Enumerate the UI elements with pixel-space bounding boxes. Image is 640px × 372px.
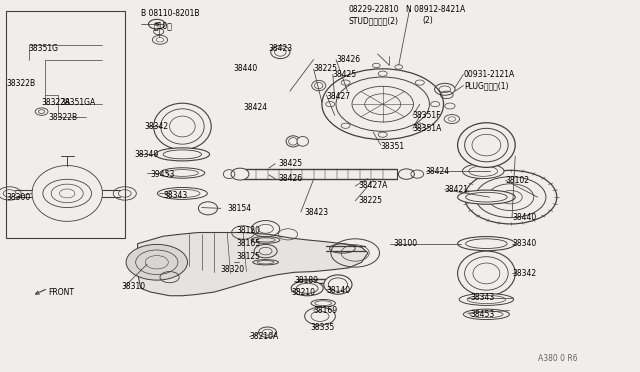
Text: 38427A: 38427A xyxy=(358,182,388,190)
Text: 38154: 38154 xyxy=(227,204,252,213)
Text: 38340: 38340 xyxy=(134,150,159,159)
Text: 38424: 38424 xyxy=(243,103,268,112)
Text: 38423: 38423 xyxy=(269,44,293,53)
Text: 38322A: 38322A xyxy=(42,98,71,107)
Text: 38426: 38426 xyxy=(336,55,360,64)
Ellipse shape xyxy=(157,187,207,199)
Ellipse shape xyxy=(458,237,515,251)
Text: 38343: 38343 xyxy=(470,293,495,302)
Ellipse shape xyxy=(458,251,515,296)
Text: 38343: 38343 xyxy=(163,191,188,200)
Ellipse shape xyxy=(297,137,308,146)
Ellipse shape xyxy=(462,164,504,179)
Ellipse shape xyxy=(398,169,415,179)
Text: 38102: 38102 xyxy=(506,176,530,185)
Text: 38453: 38453 xyxy=(470,310,495,319)
Text: 38140: 38140 xyxy=(326,286,351,295)
Text: (2): (2) xyxy=(422,16,433,25)
Text: 38427: 38427 xyxy=(326,92,351,101)
Text: 38322B: 38322B xyxy=(6,79,36,88)
Text: PLUGプラグ(1): PLUGプラグ(1) xyxy=(464,81,509,90)
Text: 【10】: 【10】 xyxy=(154,22,172,31)
Text: 38342: 38342 xyxy=(512,269,536,278)
Ellipse shape xyxy=(271,45,290,58)
Text: 00931-2121A: 00931-2121A xyxy=(464,70,515,79)
Ellipse shape xyxy=(286,136,300,147)
Text: 38351G: 38351G xyxy=(29,44,59,53)
Text: 38342: 38342 xyxy=(144,122,168,131)
Text: 38440: 38440 xyxy=(234,64,258,73)
Text: FRONT: FRONT xyxy=(48,288,74,296)
Text: 38120: 38120 xyxy=(237,226,261,235)
Circle shape xyxy=(126,244,188,280)
Text: 38169: 38169 xyxy=(314,306,338,315)
Text: 38100: 38100 xyxy=(394,239,418,248)
Text: 38351: 38351 xyxy=(381,142,405,151)
Text: B: B xyxy=(155,22,159,27)
Text: 38424: 38424 xyxy=(426,167,450,176)
Text: 38351F: 38351F xyxy=(413,111,442,120)
Text: 38189: 38189 xyxy=(294,276,319,285)
Ellipse shape xyxy=(155,148,209,161)
Bar xyxy=(6,11,125,238)
Polygon shape xyxy=(138,232,368,296)
Text: B 08110-8201B: B 08110-8201B xyxy=(141,9,199,17)
Text: 38225: 38225 xyxy=(314,64,338,73)
Text: 38351GA: 38351GA xyxy=(61,98,96,107)
Text: N 08912-8421A: N 08912-8421A xyxy=(406,5,466,14)
Text: 38322B: 38322B xyxy=(48,113,77,122)
Ellipse shape xyxy=(463,309,509,320)
Text: 38210A: 38210A xyxy=(250,332,279,341)
Text: 38426: 38426 xyxy=(278,174,303,183)
Text: 08229-22810: 08229-22810 xyxy=(349,5,399,14)
Text: 38310: 38310 xyxy=(122,282,146,291)
Text: 38165: 38165 xyxy=(237,239,261,248)
Text: 38425: 38425 xyxy=(278,159,303,168)
Text: 38425: 38425 xyxy=(333,70,357,79)
Text: 38125: 38125 xyxy=(237,252,261,261)
Text: 38225: 38225 xyxy=(358,196,383,205)
Ellipse shape xyxy=(160,168,205,178)
Text: 38423: 38423 xyxy=(304,208,328,217)
Text: 38320: 38320 xyxy=(221,265,245,274)
Ellipse shape xyxy=(460,294,514,305)
Text: A380 0 R6: A380 0 R6 xyxy=(538,355,577,363)
Ellipse shape xyxy=(312,80,326,91)
Text: STUDスタッド(2): STUDスタッド(2) xyxy=(349,16,399,25)
Ellipse shape xyxy=(231,168,249,180)
Ellipse shape xyxy=(324,275,352,294)
Text: 38210: 38210 xyxy=(291,288,315,296)
Text: 38351A: 38351A xyxy=(413,124,442,133)
Text: 38300: 38300 xyxy=(6,193,31,202)
Ellipse shape xyxy=(458,190,515,204)
Ellipse shape xyxy=(154,103,211,150)
Text: 38421: 38421 xyxy=(445,185,468,194)
Circle shape xyxy=(322,69,444,140)
Polygon shape xyxy=(32,166,102,221)
Ellipse shape xyxy=(458,123,515,167)
Text: 38340: 38340 xyxy=(512,239,536,248)
Text: 38335: 38335 xyxy=(310,323,335,332)
Text: 38440: 38440 xyxy=(512,213,536,222)
Text: 39453: 39453 xyxy=(150,170,175,179)
Ellipse shape xyxy=(291,281,323,296)
Circle shape xyxy=(465,170,557,224)
